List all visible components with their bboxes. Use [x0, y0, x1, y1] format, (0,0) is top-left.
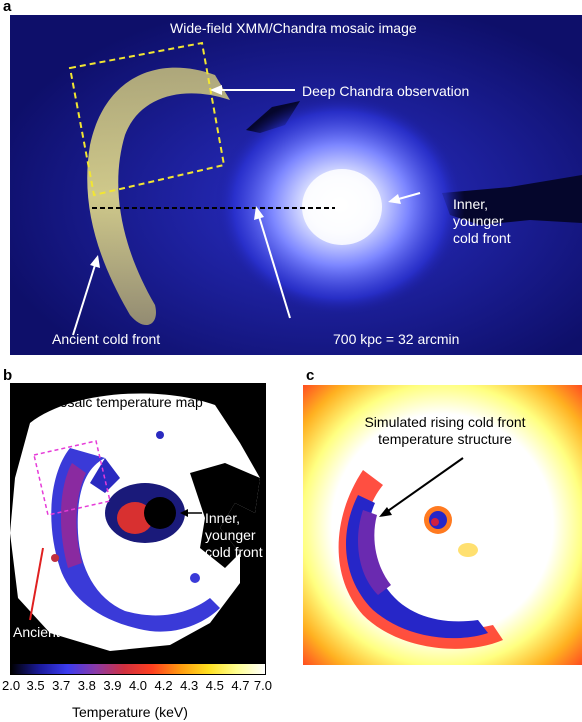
panel-c-title-line1: Simulated rising cold front: [364, 414, 526, 430]
inner-b-line2: younger: [205, 527, 256, 543]
deep-chandra-label: Deep Chandra observation: [302, 83, 470, 99]
panel-a-image: [10, 15, 582, 355]
panel-a-letter: a: [3, 0, 12, 15]
colorbar-tick-label: 7.0: [253, 678, 272, 693]
colorbar-tick-label: 4.0: [128, 678, 148, 693]
colorbar-tick-label: 3.8: [77, 678, 96, 693]
panel-b-image: [10, 383, 266, 663]
inner-label-line3: cold front: [453, 230, 511, 246]
panel-b-letter: b: [3, 367, 13, 384]
colorbar-tick-label: 2.0: [2, 678, 21, 693]
inner-b-line3: cold front: [205, 544, 263, 560]
colorbar-tick-label: 4.5: [205, 678, 224, 693]
colorbar-ticks: 2.0 3.5 3.7 3.8 3.9 4.0 4.2 4.3 4.5 4.7 7.0: [2, 678, 272, 694]
inner-label-line1: Inner,: [453, 196, 489, 212]
panel-c-title-line2: temperature structure: [378, 431, 512, 447]
inner-cold-front-label-a: Inner, younger cold front: [453, 196, 511, 247]
colorbar-tick-label: 3.9: [103, 678, 122, 693]
panel-c-letter: c: [306, 367, 315, 384]
inner-cold-front-label-b: Inner, younger cold front: [205, 510, 263, 561]
panel-b-title: Mosaic temperature map: [48, 394, 203, 410]
colorbar-label: Temperature (keV): [72, 704, 188, 720]
colorbar-tick-label: 4.2: [154, 678, 173, 693]
colorbar-tick-label: 3.7: [52, 678, 71, 693]
inner-b-line1: Inner,: [205, 510, 241, 526]
colorbar-tick-label: 3.5: [26, 678, 45, 693]
inner-label-line2: younger: [453, 213, 504, 229]
temperature-colorbar: [10, 663, 266, 675]
panel-a-title: Wide-field XMM/Chandra mosaic image: [170, 20, 417, 36]
ancient-cold-front-label-a: Ancient cold front: [52, 331, 161, 347]
colorbar-tick-label: 4.7: [231, 678, 250, 693]
panel-c-title: Simulated rising cold front temperature …: [350, 414, 540, 448]
colorbar-tick-label: 4.3: [180, 678, 199, 693]
ancient-cold-front-label-b: Ancient cold front: [13, 624, 122, 640]
panel-c-image: [303, 385, 582, 665]
scale-bar-label: 700 kpc = 32 arcmin: [333, 331, 460, 347]
